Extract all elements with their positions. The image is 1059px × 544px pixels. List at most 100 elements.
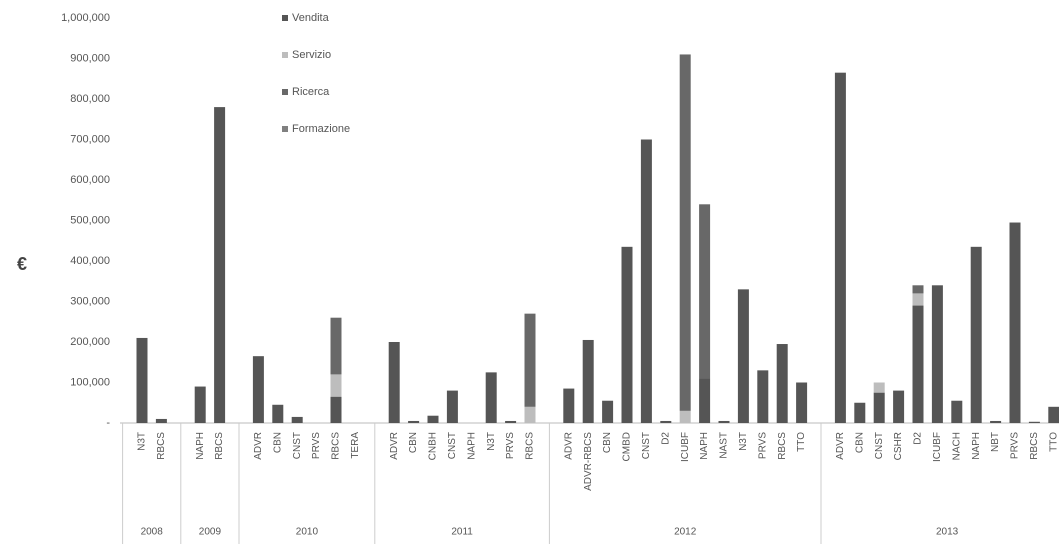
bar-segment (621, 246, 633, 423)
y-tick-label: 500,000 (70, 214, 110, 226)
bar-segment (505, 420, 517, 423)
x-tick-label: CBN (602, 432, 613, 453)
bar-segment (796, 382, 808, 423)
x-tick-label: RBCS (525, 432, 536, 460)
group-label: 2013 (936, 527, 959, 538)
bar-segment (834, 72, 846, 424)
x-tick-label: PRVS (757, 432, 768, 459)
x-tick-label: RBCS (331, 432, 342, 460)
bar-segment (1048, 406, 1059, 423)
x-tick-label: NAPH (466, 432, 477, 460)
x-tick-label: N3T (486, 432, 497, 451)
x-tick-label: RBCS (214, 432, 225, 460)
bar-segment (136, 337, 148, 423)
x-tick-label: CNBH (428, 432, 439, 460)
bar-segment (1028, 421, 1040, 423)
x-tick-label: RBCS (1029, 432, 1040, 460)
x-tick-label: CBN (408, 432, 419, 453)
legend-swatch (282, 15, 288, 21)
x-tick-label: CSHR (893, 432, 904, 460)
bar-segment (427, 415, 439, 423)
bar-segment (194, 386, 206, 423)
x-tick-label: TTO (796, 432, 807, 452)
group-label: 2010 (296, 527, 319, 538)
bar-segment (776, 344, 788, 423)
x-tick-label: D2 (660, 432, 671, 445)
bar-segment (291, 416, 303, 423)
y-tick-label: - (106, 417, 110, 429)
bar-segment (252, 356, 264, 423)
x-tick-label: PRVS (1010, 432, 1021, 459)
x-tick-label: ADVR-RBCS (583, 432, 594, 491)
x-tick-label: ICUBF (932, 432, 943, 462)
x-tick-label: RBCS (777, 432, 788, 460)
x-tick-label: NBT (990, 432, 1001, 452)
bar-segment (679, 54, 691, 411)
x-tick-label: NAPH (699, 432, 710, 460)
x-tick-label: CNST (292, 432, 303, 459)
y-tick-label: 300,000 (70, 295, 110, 307)
x-tick-label: CNST (874, 432, 885, 459)
bar-segment (388, 342, 400, 423)
x-tick-label: ADVR (389, 432, 400, 460)
bar-segment (912, 285, 924, 294)
x-tick-label: ADVR (835, 432, 846, 460)
legend-label: Ricerca (292, 86, 330, 98)
bar-segment (912, 305, 924, 423)
y-axis-label: € (17, 254, 27, 274)
x-tick-label: N3T (137, 432, 148, 451)
y-tick-label: 800,000 (70, 93, 110, 105)
x-tick-label: ICUBF (680, 432, 691, 462)
x-tick-label: NAPH (971, 432, 982, 460)
bar-segment (699, 204, 711, 379)
group-label: 2012 (674, 527, 697, 538)
bar-segment (485, 372, 497, 423)
bar-segment (214, 107, 226, 423)
x-tick-label: CBN (854, 432, 865, 453)
x-tick-label: CNST (447, 432, 458, 459)
y-tick-label: 200,000 (70, 336, 110, 348)
bar-segment (330, 374, 342, 397)
bar-segment (737, 289, 749, 423)
x-tick-label: PRVS (505, 432, 516, 459)
bar-segment (446, 390, 458, 423)
bar-segment (718, 420, 730, 423)
y-tick-label: 100,000 (70, 376, 110, 388)
x-tick-label: RBCS (156, 432, 167, 460)
group-label: 2008 (141, 527, 164, 538)
x-tick-label: CMBD (622, 432, 633, 461)
x-tick-label: D2 (913, 432, 924, 445)
x-tick-label: PRVS (311, 432, 322, 459)
bar-segment (524, 313, 536, 407)
bar-segment (602, 400, 614, 423)
group-label: 2011 (451, 527, 473, 538)
legend-label: Formazione (292, 123, 350, 135)
bar-segment (524, 406, 536, 423)
legend-label: Vendita (292, 12, 330, 24)
bar-segment (660, 420, 672, 423)
bar-segment (155, 418, 167, 423)
y-tick-label: 900,000 (70, 52, 110, 64)
x-tick-label: NAPH (195, 432, 206, 460)
y-tick-label: 400,000 (70, 255, 110, 267)
y-tick-label: 1,000,000 (61, 12, 110, 24)
legend-swatch (282, 89, 288, 95)
bar-segment (912, 293, 924, 306)
x-tick-label: TERA (350, 432, 361, 459)
x-tick-label: CBN (272, 432, 283, 453)
bar-segment (873, 392, 885, 423)
x-tick-label: NAST (719, 432, 730, 459)
bar-segment (1009, 222, 1021, 423)
bar-segment (990, 420, 1002, 423)
bar-segment (970, 246, 982, 423)
bar-segment (408, 420, 420, 423)
bar-segment (699, 378, 711, 423)
y-tick-label: 700,000 (70, 133, 110, 145)
x-tick-label: NACH (951, 432, 962, 460)
x-tick-label: ADVR (253, 432, 264, 460)
x-tick-label: CNST (641, 432, 652, 459)
bar-segment (951, 400, 963, 423)
bar-segment (854, 402, 866, 423)
